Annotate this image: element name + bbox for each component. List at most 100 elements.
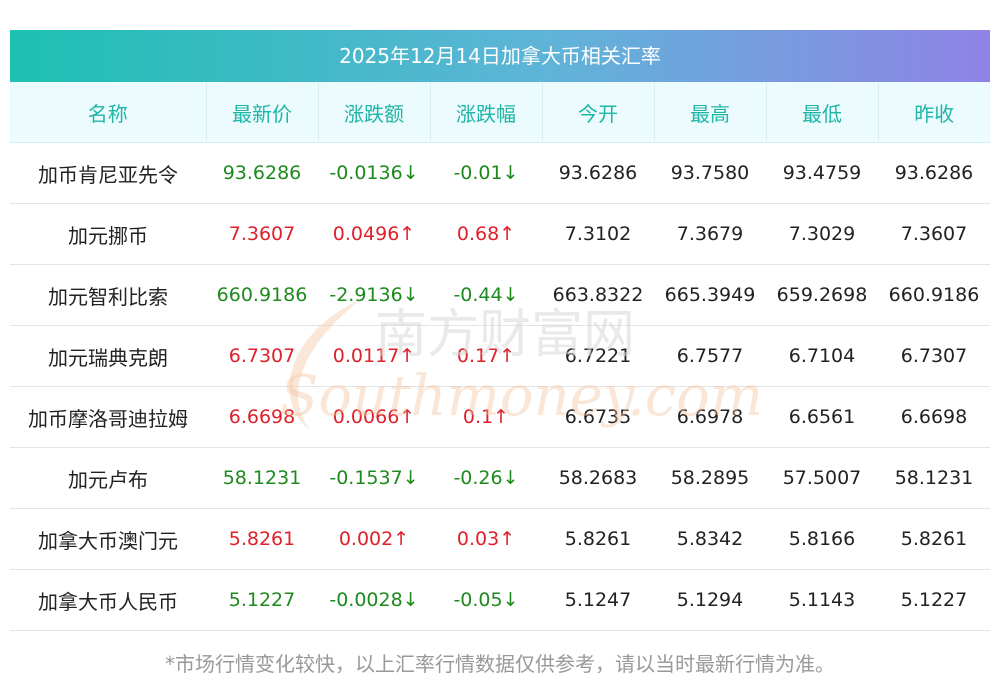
cell-low: 659.2698 bbox=[766, 264, 878, 326]
arrow-up-icon: ↑ bbox=[399, 406, 416, 428]
cell-prev-close-value: 5.1227 bbox=[900, 589, 968, 611]
cell-name: 加币摩洛哥迪拉姆 bbox=[10, 386, 206, 448]
cell-prev-close: 7.3607 bbox=[878, 203, 990, 265]
cell-open-value: 7.3102 bbox=[564, 223, 632, 245]
table-row: 加拿大币人民币 5.1227 -0.0028↓ -0.05↓ 5.1247 5.1294 5… bbox=[10, 569, 990, 631]
cell-change-value: -0.0028 bbox=[329, 589, 403, 611]
cell-name-value: 加元智利比索 bbox=[48, 284, 168, 309]
cell-high: 7.3679 bbox=[654, 203, 766, 265]
cell-change-pct-value: -0.44 bbox=[453, 284, 503, 306]
cell-name: 加元挪币 bbox=[10, 203, 206, 265]
cell-latest: 660.9186 bbox=[206, 264, 318, 326]
cell-name-value: 加拿大币人民币 bbox=[38, 589, 178, 614]
cell-change: -2.9136↓ bbox=[318, 264, 430, 326]
table-row: 加元智利比索 660.9186 -2.9136↓ -0.44↓ 663.8322 665.… bbox=[10, 264, 990, 326]
cell-latest: 6.6698 bbox=[206, 386, 318, 448]
cell-name: 加元瑞典克朗 bbox=[10, 325, 206, 387]
cell-latest: 7.3607 bbox=[206, 203, 318, 265]
cell-prev-close: 5.1227 bbox=[878, 569, 990, 631]
cell-change-pct: -0.26↓ bbox=[430, 447, 542, 509]
cell-open-value: 5.1247 bbox=[564, 589, 632, 611]
cell-latest-value: 5.8261 bbox=[228, 528, 296, 550]
column-header-latest: 最新价 bbox=[206, 82, 319, 143]
cell-open: 7.3102 bbox=[542, 203, 654, 265]
table-row: 加元卢布 58.1231 -0.1537↓ -0.26↓ 58.2683 58.2895 5… bbox=[10, 447, 990, 509]
cell-low: 6.6561 bbox=[766, 386, 878, 448]
cell-low-value: 6.7104 bbox=[788, 345, 856, 367]
cell-prev-close: 6.7307 bbox=[878, 325, 990, 387]
cell-prev-close-value: 7.3607 bbox=[900, 223, 968, 245]
cell-low-value: 93.4759 bbox=[782, 162, 862, 184]
cell-change: 0.0496↑ bbox=[318, 203, 430, 265]
cell-prev-close: 58.1231 bbox=[878, 447, 990, 509]
cell-latest-value: 58.1231 bbox=[222, 467, 302, 489]
cell-change-pct: 0.03↑ bbox=[430, 508, 542, 570]
cell-open-value: 93.6286 bbox=[558, 162, 638, 184]
cell-low-value: 57.5007 bbox=[782, 467, 862, 489]
arrow-down-icon: ↓ bbox=[502, 162, 519, 184]
cell-prev-close: 660.9186 bbox=[878, 264, 990, 326]
column-header-low: 最低 bbox=[766, 82, 879, 143]
cell-change-value: -2.9136 bbox=[329, 284, 403, 306]
cell-high: 93.7580 bbox=[654, 142, 766, 204]
cell-open-value: 6.6735 bbox=[564, 406, 632, 428]
cell-change-pct-value: 0.1 bbox=[462, 406, 494, 428]
cell-open-value: 5.8261 bbox=[564, 528, 632, 550]
cell-low-value: 659.2698 bbox=[776, 284, 868, 306]
cell-change-pct: -0.05↓ bbox=[430, 569, 542, 631]
arrow-up-icon: ↑ bbox=[399, 223, 416, 245]
cell-name: 加拿大币澳门元 bbox=[10, 508, 206, 570]
cell-name-value: 加币摩洛哥迪拉姆 bbox=[28, 406, 188, 431]
cell-high: 6.7577 bbox=[654, 325, 766, 387]
table-row: 加拿大币澳门元 5.8261 0.002↑ 0.03↑ 5.8261 5.8342 5.81… bbox=[10, 508, 990, 570]
exchange-rate-table: 名称 最新价 涨跌额 涨跌幅 今开 最高 最低 昨收 加币肯尼亚先令 93.628… bbox=[10, 82, 990, 631]
table-row: 加币摩洛哥迪拉姆 6.6698 0.0066↑ 0.1↑ 6.6735 6.6978 6.6… bbox=[10, 386, 990, 448]
disclaimer-note: *市场行情变化较快，以上汇率行情数据仅供参考，请以当时最新行情为准。 bbox=[165, 652, 835, 676]
cell-low-value: 5.1143 bbox=[788, 589, 856, 611]
arrow-up-icon: ↑ bbox=[493, 406, 510, 428]
table-title: 2025年12月14日加拿大币相关汇率 bbox=[10, 30, 990, 82]
cell-latest-value: 5.1227 bbox=[228, 589, 296, 611]
cell-open: 6.6735 bbox=[542, 386, 654, 448]
cell-latest: 58.1231 bbox=[206, 447, 318, 509]
cell-change-value: -0.0136 bbox=[329, 162, 403, 184]
cell-low: 6.7104 bbox=[766, 325, 878, 387]
arrow-down-icon: ↓ bbox=[402, 589, 419, 611]
cell-change-pct: 0.68↑ bbox=[430, 203, 542, 265]
cell-latest: 5.8261 bbox=[206, 508, 318, 570]
arrow-down-icon: ↓ bbox=[402, 284, 419, 306]
cell-name: 加元智利比索 bbox=[10, 264, 206, 326]
cell-high: 58.2895 bbox=[654, 447, 766, 509]
cell-change: 0.0117↑ bbox=[318, 325, 430, 387]
column-header-change-pct: 涨跌幅 bbox=[430, 82, 543, 143]
cell-prev-close: 93.6286 bbox=[878, 142, 990, 204]
table-row: 加币肯尼亚先令 93.6286 -0.0136↓ -0.01↓ 93.6286 93.75… bbox=[10, 142, 990, 204]
cell-latest-value: 7.3607 bbox=[228, 223, 296, 245]
cell-open: 5.1247 bbox=[542, 569, 654, 631]
cell-change-value: -0.1537 bbox=[329, 467, 403, 489]
cell-low: 5.8166 bbox=[766, 508, 878, 570]
column-header-open: 今开 bbox=[542, 82, 655, 143]
arrow-up-icon: ↑ bbox=[499, 528, 516, 550]
column-header-high: 最高 bbox=[654, 82, 767, 143]
cell-low: 5.1143 bbox=[766, 569, 878, 631]
arrow-down-icon: ↓ bbox=[402, 162, 419, 184]
arrow-up-icon: ↑ bbox=[499, 345, 516, 367]
cell-latest-value: 6.7307 bbox=[228, 345, 296, 367]
cell-high: 6.6978 bbox=[654, 386, 766, 448]
cell-change: -0.0028↓ bbox=[318, 569, 430, 631]
arrow-up-icon: ↑ bbox=[399, 345, 416, 367]
cell-change-pct-value: -0.26 bbox=[453, 467, 503, 489]
arrow-up-icon: ↑ bbox=[393, 528, 410, 550]
cell-open: 663.8322 bbox=[542, 264, 654, 326]
cell-high-value: 93.7580 bbox=[670, 162, 750, 184]
cell-prev-close-value: 660.9186 bbox=[888, 284, 980, 306]
cell-change: -0.1537↓ bbox=[318, 447, 430, 509]
cell-prev-close: 6.6698 bbox=[878, 386, 990, 448]
cell-name-value: 加拿大币澳门元 bbox=[38, 528, 178, 553]
cell-high-value: 665.3949 bbox=[664, 284, 756, 306]
cell-latest: 5.1227 bbox=[206, 569, 318, 631]
table-header-row: 名称 最新价 涨跌额 涨跌幅 今开 最高 最低 昨收 bbox=[10, 82, 990, 143]
cell-high-value: 5.8342 bbox=[676, 528, 744, 550]
cell-change-value: 0.0066 bbox=[332, 406, 400, 428]
